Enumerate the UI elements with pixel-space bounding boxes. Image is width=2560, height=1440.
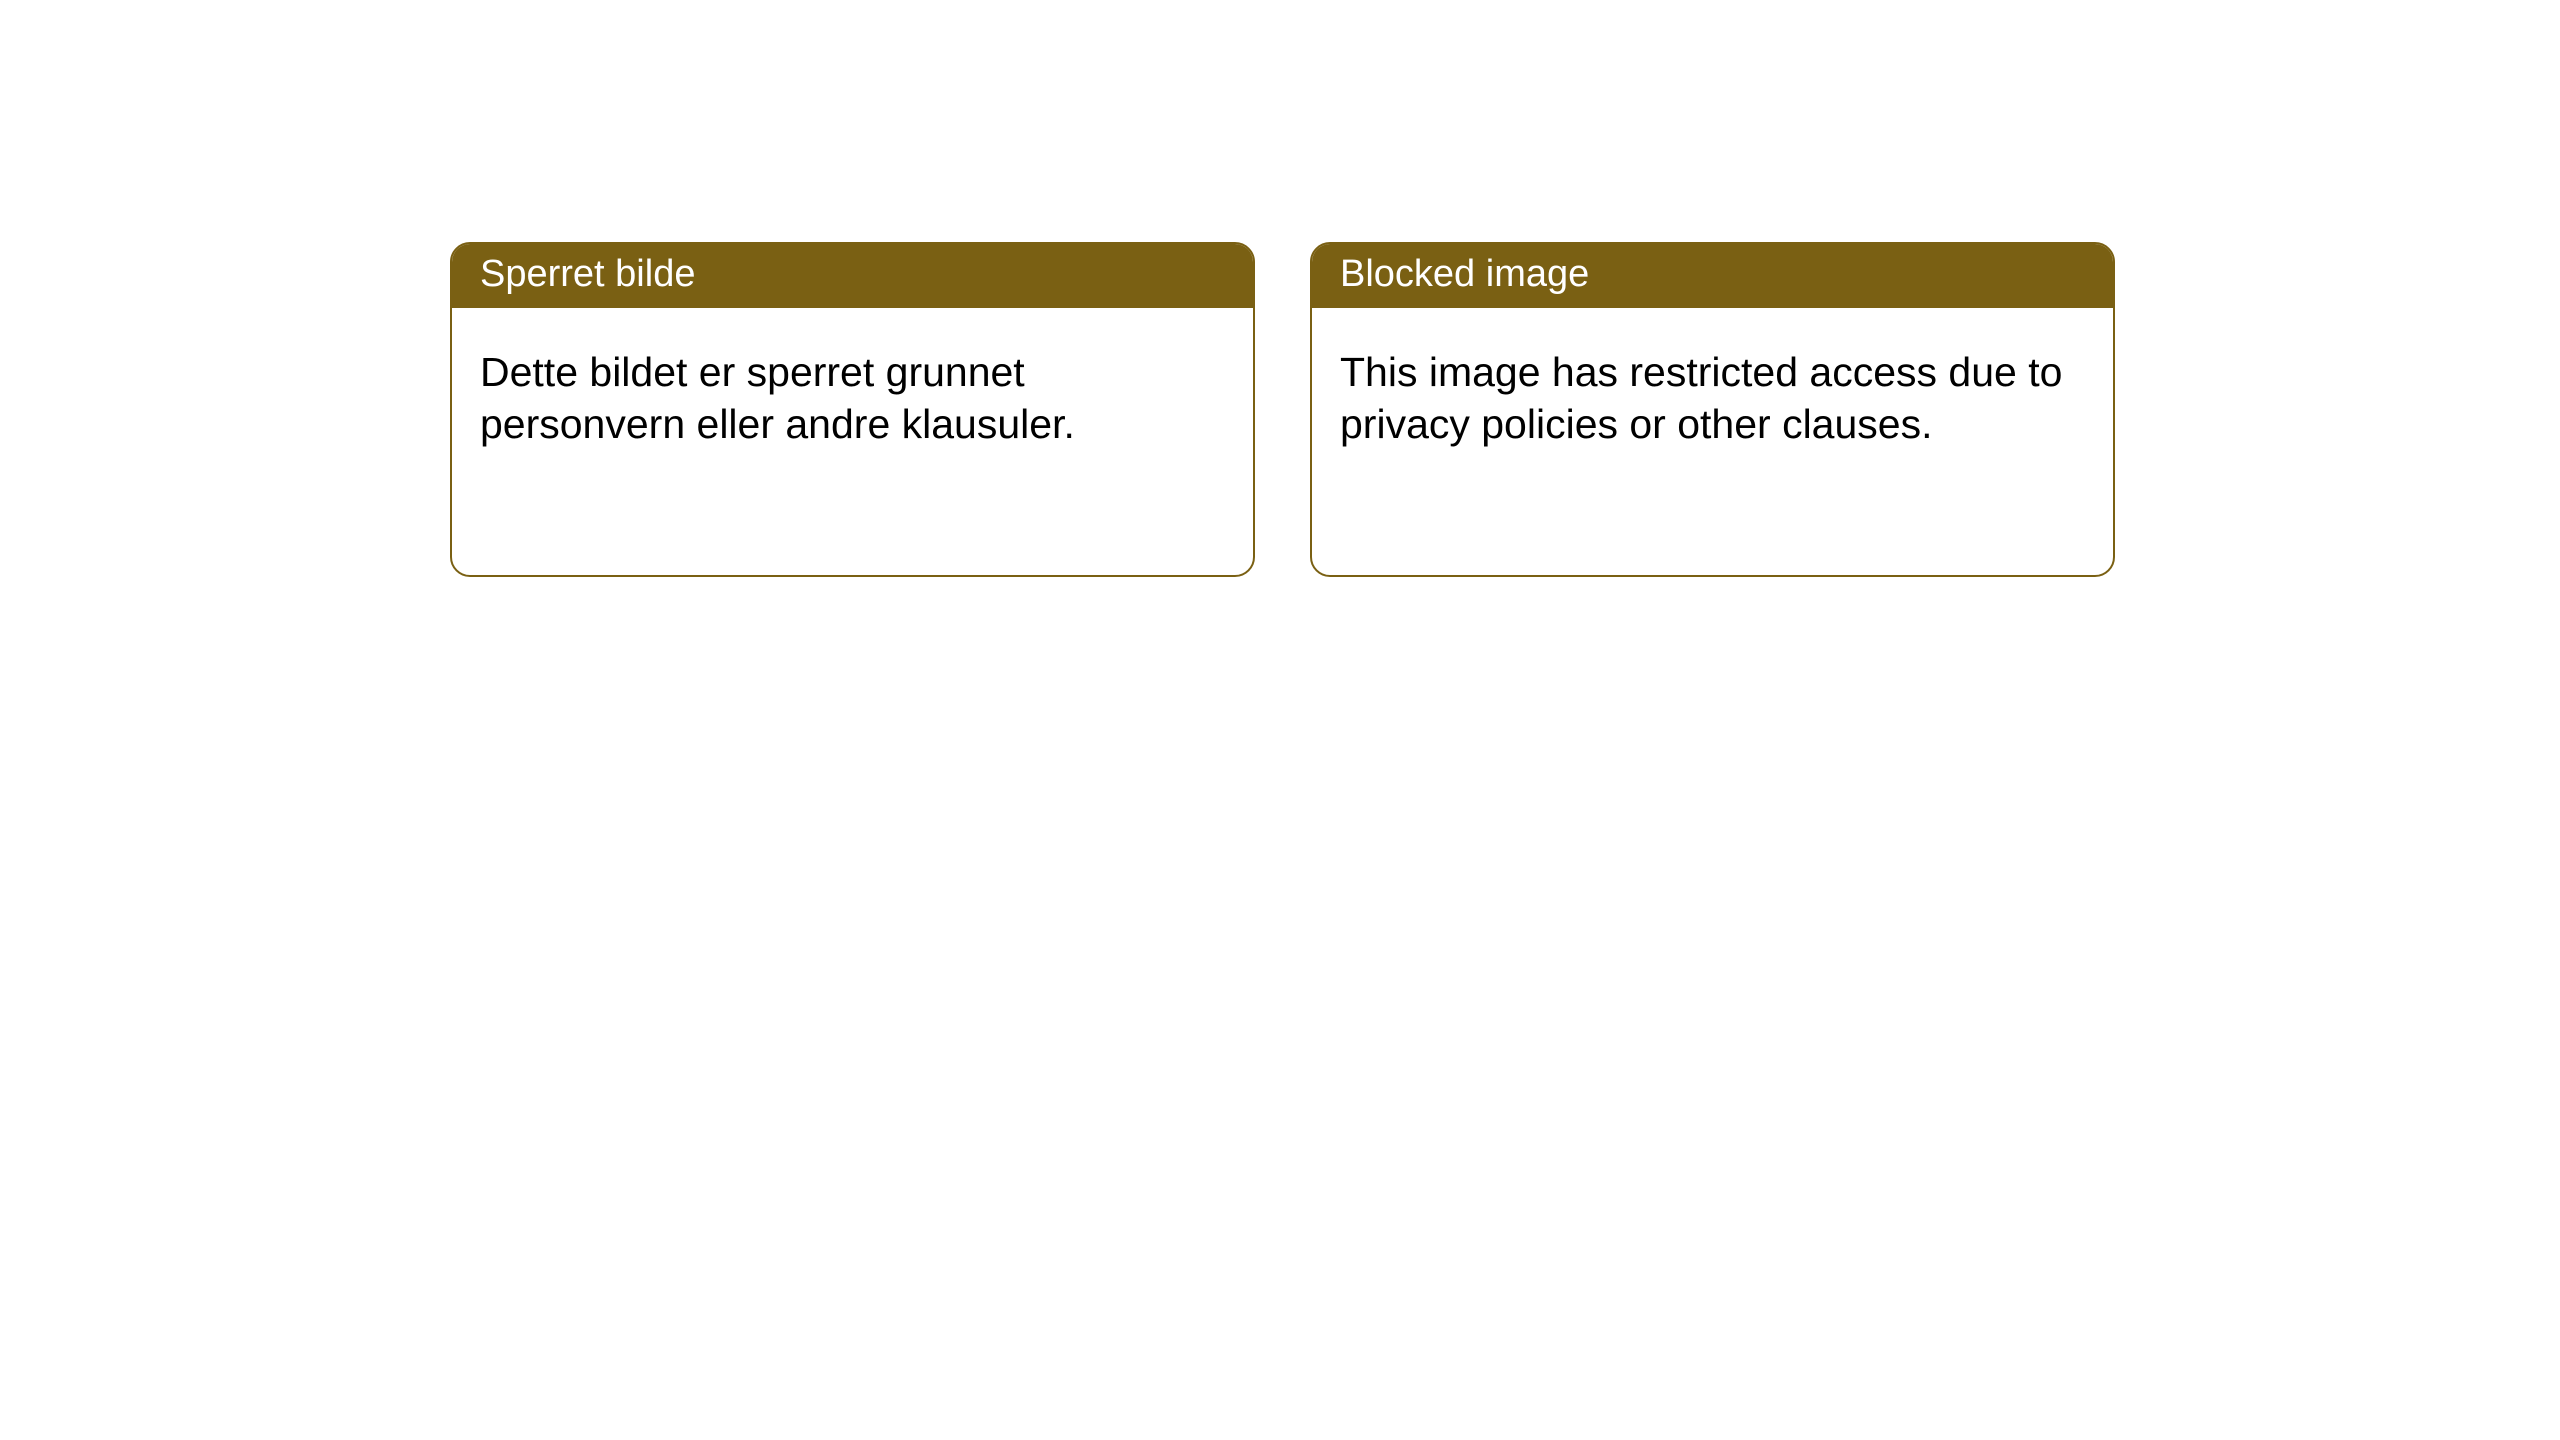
notice-body: This image has restricted access due to … <box>1312 308 2113 488</box>
notice-header: Sperret bilde <box>452 244 1253 308</box>
notice-body: Dette bildet er sperret grunnet personve… <box>452 308 1253 488</box>
notice-container: Sperret bilde Dette bildet er sperret gr… <box>0 0 2560 577</box>
notice-header: Blocked image <box>1312 244 2113 308</box>
notice-card-norwegian: Sperret bilde Dette bildet er sperret gr… <box>450 242 1255 577</box>
notice-card-english: Blocked image This image has restricted … <box>1310 242 2115 577</box>
